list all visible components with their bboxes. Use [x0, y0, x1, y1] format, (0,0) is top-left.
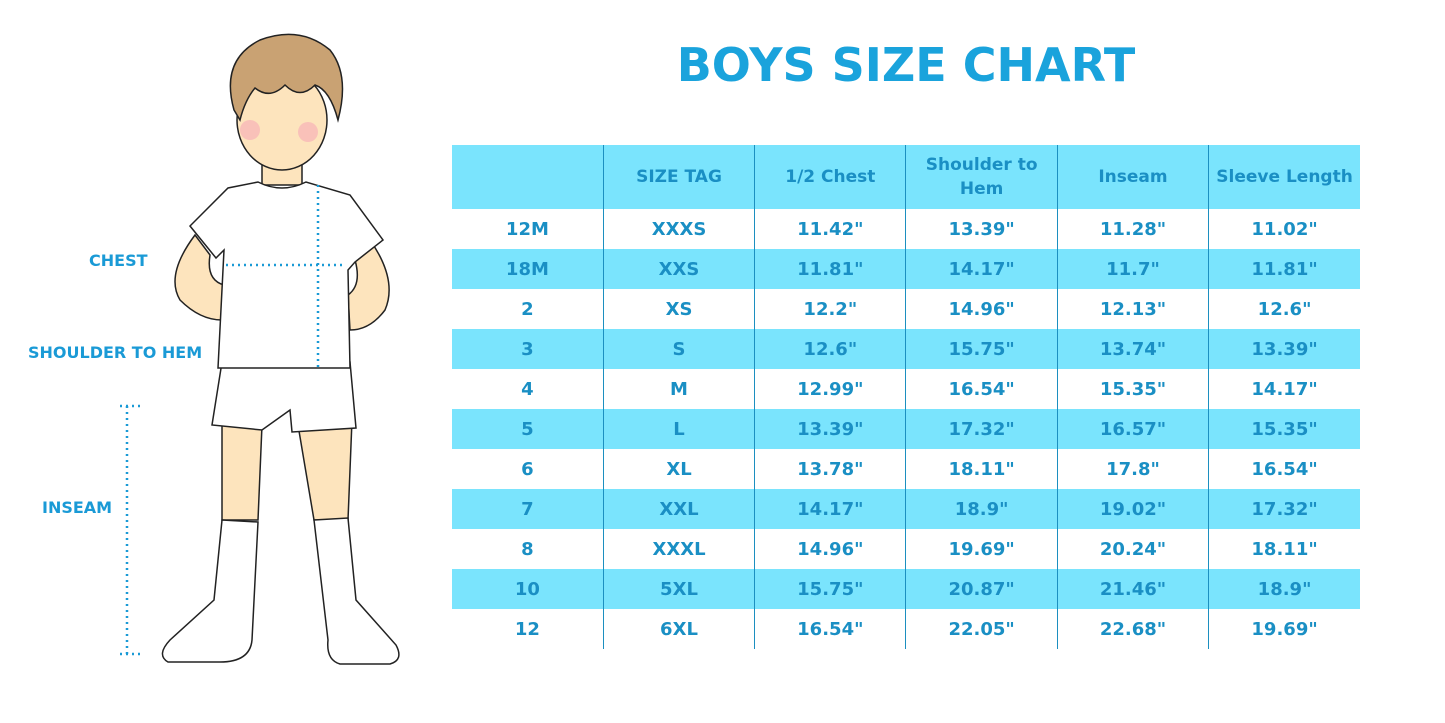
boy-illustration: [120, 33, 400, 665]
cell-size-tag: XXXL: [602, 529, 755, 569]
size-chart-table: SIZE TAG 1/2 Chest Shoulder to Hem Insea…: [452, 145, 1360, 649]
cell-sleeve-length: 13.39": [1208, 329, 1360, 369]
cell-inseam: 12.13": [1056, 289, 1209, 329]
cell-size-tag: S: [602, 329, 755, 369]
cell-inseam: 13.74": [1056, 329, 1209, 369]
cell-size-tag: M: [602, 369, 755, 409]
cell-size-tag: 6XL: [602, 609, 755, 649]
cell-half-chest: 13.39": [754, 409, 906, 449]
cell-inseam: 19.02": [1056, 489, 1209, 529]
cell-inseam: 21.46": [1056, 569, 1209, 609]
left-leg: [221, 419, 263, 521]
chest-label: CHEST: [89, 251, 148, 270]
cell-size-tag: XL: [602, 449, 755, 489]
cell-inseam: 15.35": [1056, 369, 1209, 409]
right-sock: [313, 517, 400, 665]
table-row: 3 S 12.6" 15.75" 13.74" 13.39": [452, 329, 1360, 369]
cell-size: 12M: [452, 209, 604, 249]
cell-size: 10: [452, 569, 604, 609]
right-leg: [297, 419, 353, 521]
cell-shoulder-to-hem: 18.9": [905, 489, 1058, 529]
cell-size-tag: XXS: [602, 249, 755, 289]
cell-size-tag: L: [602, 409, 755, 449]
header-half-chest: 1/2 Chest: [754, 145, 906, 209]
cell-sleeve-length: 18.11": [1208, 529, 1360, 569]
cell-size: 8: [452, 529, 604, 569]
cell-size: 5: [452, 409, 604, 449]
cell-size: 6: [452, 449, 604, 489]
header-size: [452, 145, 604, 209]
cell-sleeve-length: 11.02": [1208, 209, 1360, 249]
cell-sleeve-length: 12.6": [1208, 289, 1360, 329]
table-row: 8 XXXL 14.96" 19.69" 20.24" 18.11": [452, 529, 1360, 569]
cell-sleeve-length: 14.17": [1208, 369, 1360, 409]
cell-half-chest: 13.78": [754, 449, 906, 489]
cell-inseam: 11.7": [1056, 249, 1209, 289]
cell-shoulder-to-hem: 15.75": [905, 329, 1058, 369]
cell-shoulder-to-hem: 19.69": [905, 529, 1058, 569]
cell-shoulder-to-hem: 13.39": [905, 209, 1058, 249]
cell-half-chest: 14.17": [754, 489, 906, 529]
cell-inseam: 16.57": [1056, 409, 1209, 449]
cell-shoulder-to-hem: 14.96": [905, 289, 1058, 329]
page-title: BOYS SIZE CHART: [676, 38, 1136, 92]
cell-half-chest: 12.6": [754, 329, 906, 369]
table-header-row: SIZE TAG 1/2 Chest Shoulder to Hem Insea…: [452, 145, 1360, 209]
cell-size-tag: XXL: [602, 489, 755, 529]
cell-shoulder-to-hem: 17.32": [905, 409, 1058, 449]
cell-shoulder-to-hem: 20.87": [905, 569, 1058, 609]
cell-half-chest: 11.81": [754, 249, 906, 289]
cell-sleeve-length: 18.9": [1208, 569, 1360, 609]
cell-shoulder-to-hem: 18.11": [905, 449, 1058, 489]
right-arm: [347, 238, 390, 331]
cell-size-tag: XS: [602, 289, 755, 329]
cell-sleeve-length: 16.54": [1208, 449, 1360, 489]
table-row: 10 5XL 15.75" 20.87" 21.46" 18.9": [452, 569, 1360, 609]
left-sock: [161, 519, 259, 663]
shorts: [211, 361, 357, 433]
table-row: 12 6XL 16.54" 22.05" 22.68" 19.69": [452, 609, 1360, 649]
cell-size-tag: XXXS: [602, 209, 755, 249]
hair: [229, 33, 344, 123]
cell-size: 2: [452, 289, 604, 329]
cell-size: 12: [452, 609, 604, 649]
header-shoulder-to-hem: Shoulder to Hem: [905, 145, 1058, 209]
cell-sleeve-length: 15.35": [1208, 409, 1360, 449]
cell-inseam: 22.68": [1056, 609, 1209, 649]
cell-size: 4: [452, 369, 604, 409]
cell-half-chest: 16.54": [754, 609, 906, 649]
header-sleeve-length: Sleeve Length: [1208, 145, 1360, 209]
shoulder-to-hem-label: SHOULDER TO HEM: [28, 343, 203, 362]
cell-size: 3: [452, 329, 604, 369]
cell-inseam: 20.24": [1056, 529, 1209, 569]
table-row: 2 XS 12.2" 14.96" 12.13" 12.6": [452, 289, 1360, 329]
table-row: 6 XL 13.78" 18.11" 17.8" 16.54": [452, 449, 1360, 489]
cell-sleeve-length: 11.81": [1208, 249, 1360, 289]
cell-half-chest: 15.75": [754, 569, 906, 609]
cell-sleeve-length: 19.69": [1208, 609, 1360, 649]
cell-half-chest: 12.2": [754, 289, 906, 329]
cell-inseam: 17.8": [1056, 449, 1209, 489]
cell-size: 7: [452, 489, 604, 529]
cell-size-tag: 5XL: [602, 569, 755, 609]
shirt: [188, 181, 385, 369]
cell-shoulder-to-hem: 14.17": [905, 249, 1058, 289]
inseam-label: INSEAM: [42, 498, 113, 517]
table-row: 18M XXS 11.81" 14.17" 11.7" 11.81": [452, 249, 1360, 289]
cell-size: 18M: [452, 249, 604, 289]
cell-half-chest: 12.99": [754, 369, 906, 409]
cell-sleeve-length: 17.32": [1208, 489, 1360, 529]
header-size-tag: SIZE TAG: [602, 145, 755, 209]
table-row: 4 M 12.99" 16.54" 15.35" 14.17": [452, 369, 1360, 409]
header-inseam: Inseam: [1056, 145, 1209, 209]
cell-shoulder-to-hem: 16.54": [905, 369, 1058, 409]
cell-inseam: 11.28": [1056, 209, 1209, 249]
left-arm: [174, 233, 225, 321]
cell-half-chest: 14.96": [754, 529, 906, 569]
table-row: 5 L 13.39" 17.32" 16.57" 15.35": [452, 409, 1360, 449]
table-row: 12M XXXS 11.42" 13.39" 11.28" 11.02": [452, 209, 1360, 249]
table-row: 7 XXL 14.17" 18.9" 19.02" 17.32": [452, 489, 1360, 529]
cell-half-chest: 11.42": [754, 209, 906, 249]
cell-shoulder-to-hem: 22.05": [905, 609, 1058, 649]
